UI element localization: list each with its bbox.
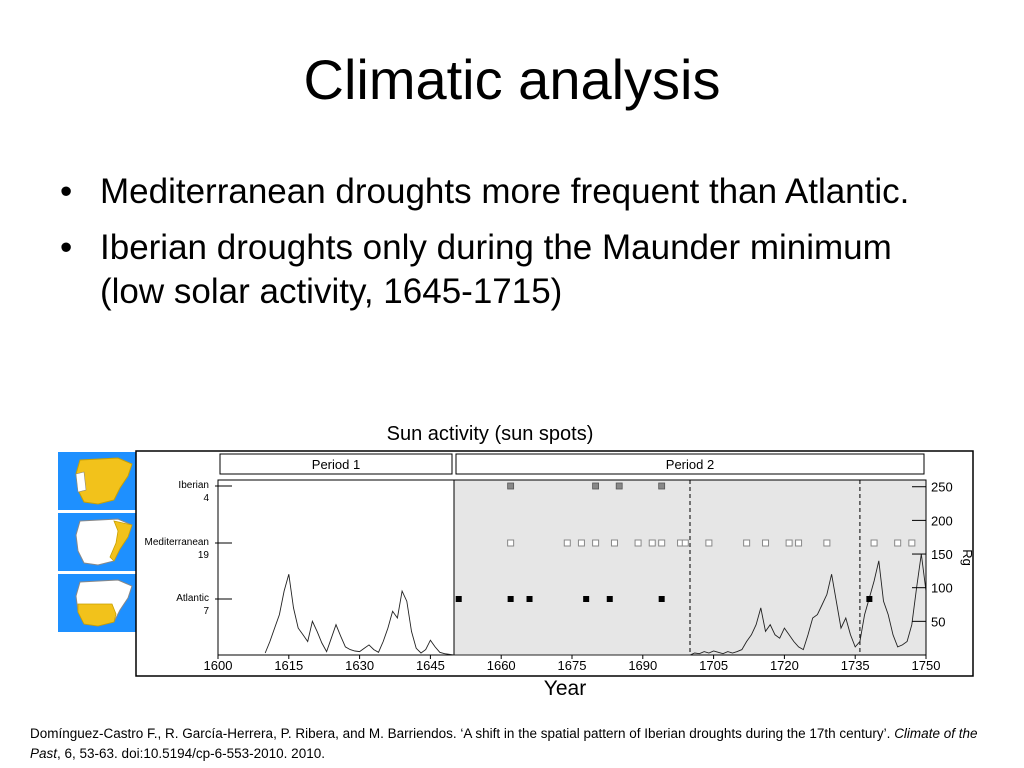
citation-details: , 6, 53-63. doi:10.5194/cp-6-553-2010. 2… xyxy=(57,746,325,761)
drought-marker xyxy=(606,596,613,602)
x-tick-label: 1750 xyxy=(912,658,941,673)
drought-marker xyxy=(870,539,878,547)
bullet-item: • Mediterranean droughts more frequent th… xyxy=(56,170,956,214)
right-tick-label: 50 xyxy=(931,614,945,629)
drought-marker xyxy=(592,539,600,547)
bullet-list: • Mediterranean droughts more frequent th… xyxy=(56,170,956,326)
series-label: Mediterranean xyxy=(145,537,209,548)
x-tick-label: 1675 xyxy=(558,658,587,673)
citation-authors: Domínguez-Castro F., R. García-Herrera, … xyxy=(30,726,895,741)
drought-marker xyxy=(658,482,666,490)
x-tick-label: 1720 xyxy=(770,658,799,673)
drought-marker xyxy=(658,539,666,547)
drought-marker xyxy=(455,596,462,602)
series-count: 19 xyxy=(198,550,210,561)
bullet-icon: • xyxy=(60,172,73,211)
period-label: Period 1 xyxy=(312,457,360,472)
drought-marker xyxy=(681,539,689,547)
x-tick-label: 1735 xyxy=(841,658,870,673)
x-axis-caption: Year xyxy=(543,677,587,700)
drought-marker xyxy=(507,539,515,547)
drought-marker xyxy=(762,539,770,547)
x-tick-label: 1660 xyxy=(487,658,516,673)
period-header-box xyxy=(219,453,453,475)
drought-sunspot-chart: Period 1 Period 2 Iberian 4 Mediterranean 19 A… xyxy=(135,450,975,677)
x-tick-label: 1630 xyxy=(345,658,374,673)
x-tick-label: 1690 xyxy=(628,658,657,673)
citation: Domínguez-Castro F., R. García-Herrera, … xyxy=(30,724,1000,764)
drought-marker xyxy=(823,539,831,547)
drought-marker xyxy=(610,539,618,547)
drought-marker xyxy=(894,539,902,547)
drought-marker xyxy=(785,539,793,547)
period-label: Period 2 xyxy=(666,457,714,472)
sunspot-series-line xyxy=(264,553,927,656)
drought-marker xyxy=(526,596,533,602)
citation-journal: Climate of the Past xyxy=(30,726,978,761)
x-tick-label: 1645 xyxy=(416,658,445,673)
right-axis-label: Rg xyxy=(960,549,975,566)
drought-marker xyxy=(507,482,515,490)
drought-marker xyxy=(592,482,600,490)
drought-marker xyxy=(908,539,916,547)
slide-title: Climatic analysis xyxy=(303,48,721,111)
drought-marker xyxy=(648,539,656,547)
iberian-map-icon xyxy=(58,452,136,510)
period-header-box xyxy=(455,453,925,475)
chart-caption: Sun activity (sun spots) xyxy=(386,423,594,445)
drought-marker xyxy=(577,539,585,547)
drought-marker xyxy=(705,539,713,547)
drought-marker xyxy=(658,596,665,602)
series-count: 4 xyxy=(203,493,209,504)
series-label: Iberian xyxy=(178,480,209,491)
drought-marker xyxy=(795,539,803,547)
bullet-icon: • xyxy=(60,228,73,267)
series-label: Atlantic xyxy=(176,593,209,604)
series-count: 7 xyxy=(203,606,209,617)
x-tick-label: 1600 xyxy=(204,658,233,673)
x-tick-label: 1705 xyxy=(699,658,728,673)
drought-marker xyxy=(634,539,642,547)
drought-marker xyxy=(615,482,623,490)
atlantic-map-icon xyxy=(58,574,136,632)
right-tick-label: 200 xyxy=(931,513,953,528)
mediterranean-map-icon xyxy=(58,513,136,571)
x-tick-label: 1615 xyxy=(274,658,303,673)
right-tick-label: 100 xyxy=(931,581,953,596)
drought-marker xyxy=(583,596,590,602)
bullet-text: Iberian droughts only during the Maunder… xyxy=(100,228,892,311)
right-tick-label: 150 xyxy=(931,547,953,562)
bullet-item: • Iberian droughts only during the Maunde… xyxy=(56,226,956,314)
bullet-text: Mediterranean droughts more frequent tha… xyxy=(100,172,910,211)
drought-marker xyxy=(563,539,571,547)
drought-marker xyxy=(743,539,751,547)
right-tick-label: 250 xyxy=(931,480,953,495)
drought-marker xyxy=(866,596,873,602)
region-maps xyxy=(58,452,136,635)
drought-marker xyxy=(507,596,514,602)
